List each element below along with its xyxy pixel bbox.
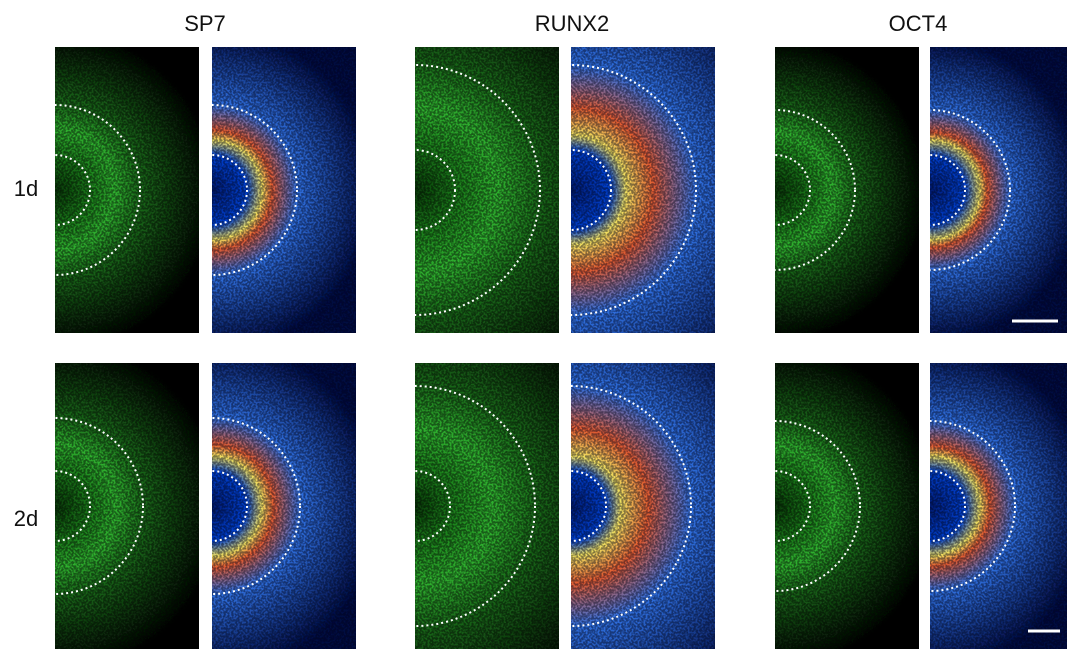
signal-speckle bbox=[571, 47, 715, 333]
signal-speckle bbox=[55, 363, 199, 649]
signal-speckle bbox=[415, 363, 559, 649]
column-title: SP7 bbox=[184, 11, 226, 36]
signal-speckle bbox=[415, 47, 559, 333]
signal-speckle bbox=[775, 363, 919, 649]
signal-speckle bbox=[571, 363, 715, 649]
fluorescence-panel bbox=[695, 47, 919, 333]
signal-speckle bbox=[55, 47, 199, 333]
row-label: 1d bbox=[14, 176, 38, 201]
signal-speckle bbox=[775, 47, 919, 333]
signal-speckle bbox=[212, 363, 356, 649]
signal-speckle bbox=[930, 363, 1067, 649]
signal-speckle bbox=[212, 47, 356, 333]
fluorescence-panel bbox=[690, 363, 919, 649]
column-title: OCT4 bbox=[889, 11, 948, 36]
row-label: 2d bbox=[14, 506, 38, 531]
column-title: RUNX2 bbox=[535, 11, 610, 36]
signal-speckle bbox=[930, 47, 1067, 333]
figure: SP7 RUNX2 OCT4 1d 2d bbox=[0, 0, 1067, 651]
